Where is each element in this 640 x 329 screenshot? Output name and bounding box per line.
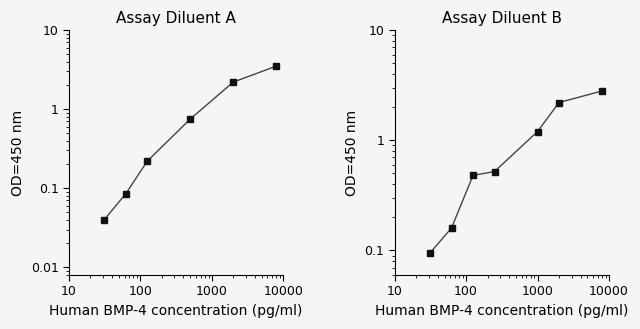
- X-axis label: Human BMP-4 concentration (pg/ml): Human BMP-4 concentration (pg/ml): [49, 304, 303, 318]
- X-axis label: Human BMP-4 concentration (pg/ml): Human BMP-4 concentration (pg/ml): [375, 304, 628, 318]
- Y-axis label: OD=450 nm: OD=450 nm: [345, 110, 359, 195]
- Title: Assay Diluent A: Assay Diluent A: [116, 11, 236, 26]
- Y-axis label: OD=450 nm: OD=450 nm: [11, 110, 25, 195]
- Title: Assay Diluent B: Assay Diluent B: [442, 11, 562, 26]
